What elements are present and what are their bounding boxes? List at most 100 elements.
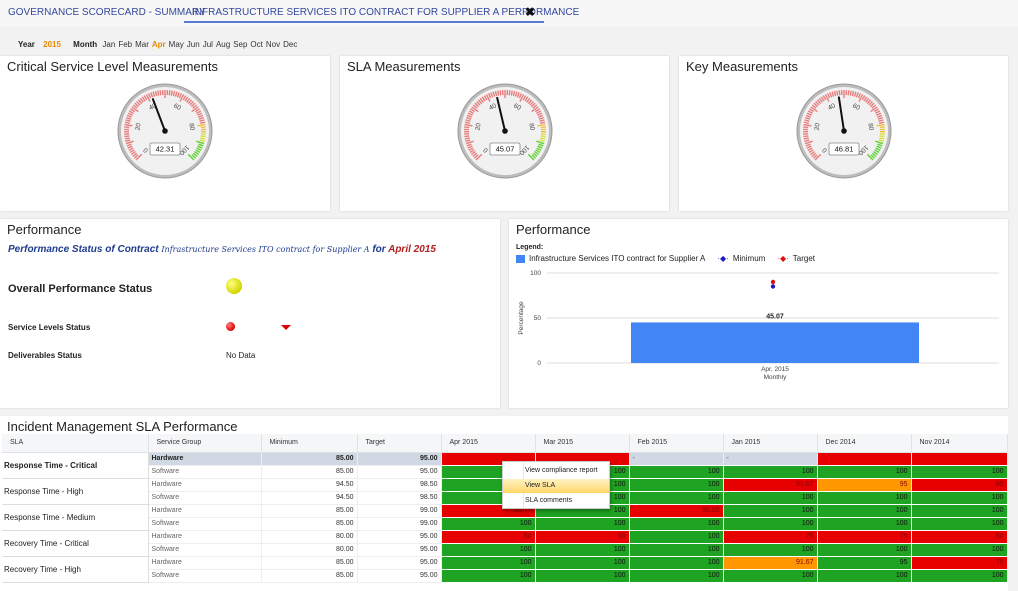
performance-cell[interactable]: 100 bbox=[629, 556, 724, 570]
month-jul[interactable]: Jul bbox=[202, 40, 213, 49]
performance-cell[interactable]: 50 bbox=[911, 530, 1008, 544]
month-mar[interactable]: Mar bbox=[135, 40, 149, 49]
target-marker[interactable] bbox=[770, 279, 776, 285]
column-header[interactable]: Jan 2015 bbox=[723, 434, 818, 453]
performance-cell[interactable]: 100 bbox=[535, 569, 630, 583]
gauge-tick bbox=[527, 153, 535, 161]
performance-cell[interactable]: 100 bbox=[441, 569, 536, 583]
tab-governance-scorecard[interactable]: GOVERNANCE SCORECARD - SUMMARY bbox=[8, 7, 206, 18]
gauge-tick-label: 40 bbox=[488, 102, 498, 112]
month-nov[interactable]: Nov bbox=[265, 40, 281, 49]
tab-supplier-a-performance[interactable]: INFRASTRUCTURE SERVICES ITO CONTRACT FOR… bbox=[192, 7, 580, 18]
performance-cell[interactable]: - bbox=[723, 452, 818, 466]
performance-cell[interactable]: 100 bbox=[723, 504, 818, 518]
gauge-tick bbox=[833, 90, 837, 97]
performance-cell[interactable]: 100 bbox=[629, 569, 724, 583]
column-header[interactable]: SLA bbox=[2, 434, 149, 453]
performance-cell[interactable]: 91.67 bbox=[723, 478, 818, 492]
performance-cell[interactable]: 100 bbox=[817, 543, 912, 557]
performance-cell[interactable]: 91.67 bbox=[723, 556, 818, 570]
performance-cell[interactable]: 100 bbox=[911, 569, 1008, 583]
incident-table-wrapper: SLA Service Group Minimum Target Apr 2015 Mar… bbox=[2, 434, 1008, 583]
performance-cell[interactable]: 100 bbox=[723, 465, 818, 479]
gauge-tick bbox=[473, 154, 479, 159]
performance-cell[interactable]: 50 bbox=[535, 530, 630, 544]
column-header[interactable]: Dec 2014 bbox=[817, 434, 912, 453]
close-tab-icon[interactable]: ✖ bbox=[525, 5, 536, 19]
gauge-tick bbox=[465, 119, 471, 122]
legend-item-target[interactable]: ·◆· Target bbox=[777, 254, 815, 263]
column-header[interactable]: Minimum bbox=[261, 434, 358, 453]
month-aug[interactable]: Aug bbox=[215, 40, 231, 49]
performance-cell[interactable]: 100 bbox=[535, 556, 630, 570]
performance-cell[interactable]: 100 bbox=[817, 569, 912, 583]
target-value: 99.00 bbox=[357, 517, 442, 531]
performance-cell[interactable]: 100 bbox=[723, 517, 818, 531]
column-header[interactable]: Target bbox=[357, 434, 442, 453]
performance-cell[interactable]: 100 bbox=[911, 491, 1008, 505]
performance-cell[interactable] bbox=[911, 452, 1008, 466]
performance-cell[interactable]: 100 bbox=[629, 491, 724, 505]
month-feb[interactable]: Feb bbox=[118, 40, 133, 49]
performance-cell[interactable]: 100 bbox=[723, 491, 818, 505]
legend-item-minimum[interactable]: ·◆· Minimum bbox=[717, 254, 765, 263]
performance-cell[interactable]: 100 bbox=[817, 465, 912, 479]
performance-cell[interactable]: 75 bbox=[817, 530, 912, 544]
performance-cell[interactable]: 100 bbox=[723, 569, 818, 583]
menu-item-view-sla[interactable]: View SLA bbox=[503, 479, 609, 493]
performance-cell[interactable]: 100 bbox=[911, 543, 1008, 557]
performance-cell[interactable]: 100 bbox=[817, 504, 912, 518]
performance-cell[interactable]: 100 bbox=[629, 517, 724, 531]
performance-cell[interactable]: 75 bbox=[723, 530, 818, 544]
performance-cell[interactable]: 100 bbox=[629, 543, 724, 557]
performance-cell[interactable]: 100 bbox=[629, 530, 724, 544]
performance-cell[interactable]: - bbox=[629, 452, 724, 466]
gauge-tick bbox=[466, 114, 473, 118]
performance-cell[interactable]: 100 bbox=[441, 556, 536, 570]
performance-cell[interactable]: 100 bbox=[441, 517, 536, 531]
column-header[interactable]: Apr 2015 bbox=[441, 434, 536, 453]
year-value[interactable]: 2015 bbox=[43, 40, 61, 49]
column-header[interactable]: Service Group bbox=[148, 434, 262, 453]
month-oct[interactable]: Oct bbox=[250, 40, 263, 49]
month-jan[interactable]: Jan bbox=[102, 40, 116, 49]
gauge-value: 42.31 bbox=[156, 145, 175, 154]
performance-cell[interactable]: 100 bbox=[911, 504, 1008, 518]
legend-item-contract[interactable]: Infrastructure Services ITO contract for… bbox=[516, 254, 705, 263]
performance-cell[interactable]: 100 bbox=[535, 517, 630, 531]
gauge-tick bbox=[875, 110, 881, 115]
panel-title: Performance bbox=[516, 222, 591, 237]
performance-cell[interactable]: 50 bbox=[441, 530, 536, 544]
column-header[interactable]: Feb 2015 bbox=[629, 434, 724, 453]
performance-cell[interactable]: 100 bbox=[441, 543, 536, 557]
month-may[interactable]: May bbox=[168, 40, 184, 49]
performance-cell[interactable]: 100 bbox=[817, 491, 912, 505]
month-dec[interactable]: Dec bbox=[283, 40, 298, 49]
month-sep[interactable]: Sep bbox=[233, 40, 248, 49]
performance-cell[interactable]: 100 bbox=[629, 465, 724, 479]
performance-cell[interactable] bbox=[817, 452, 912, 466]
month-apr[interactable]: Apr bbox=[151, 40, 166, 49]
column-header[interactable]: Mar 2015 bbox=[535, 434, 630, 453]
performance-cell[interactable]: 100 bbox=[723, 543, 818, 557]
performance-cell[interactable]: 100 bbox=[535, 543, 630, 557]
month-jun[interactable]: Jun bbox=[186, 40, 200, 49]
performance-cell[interactable]: 95 bbox=[817, 478, 912, 492]
menu-item-view-compliance-report[interactable]: View compliance report bbox=[525, 467, 598, 474]
performance-cell[interactable]: 100 bbox=[817, 517, 912, 531]
column-header[interactable]: Nov 2014 bbox=[911, 434, 1008, 453]
menu-item-sla-comments[interactable]: SLA comments bbox=[525, 497, 573, 504]
performance-cell[interactable]: 90 bbox=[911, 478, 1008, 492]
performance-cell[interactable]: 100 bbox=[629, 478, 724, 492]
performance-cell[interactable]: 96.00 bbox=[629, 504, 724, 518]
performance-cell[interactable]: 100 bbox=[911, 465, 1008, 479]
minimum-marker[interactable] bbox=[770, 284, 776, 289]
performance-cell[interactable]: 95 bbox=[817, 556, 912, 570]
gauge-tick-label: 0 bbox=[142, 146, 150, 154]
gauge-tick bbox=[187, 153, 195, 161]
performance-cell[interactable]: 100 bbox=[911, 517, 1008, 531]
bar[interactable] bbox=[631, 322, 919, 363]
gauge-tick bbox=[540, 121, 546, 124]
performance-cell[interactable]: 75 bbox=[911, 556, 1008, 570]
table-body: Response Time - Critical Hardware 85.00 95.… bbox=[2, 452, 1008, 583]
